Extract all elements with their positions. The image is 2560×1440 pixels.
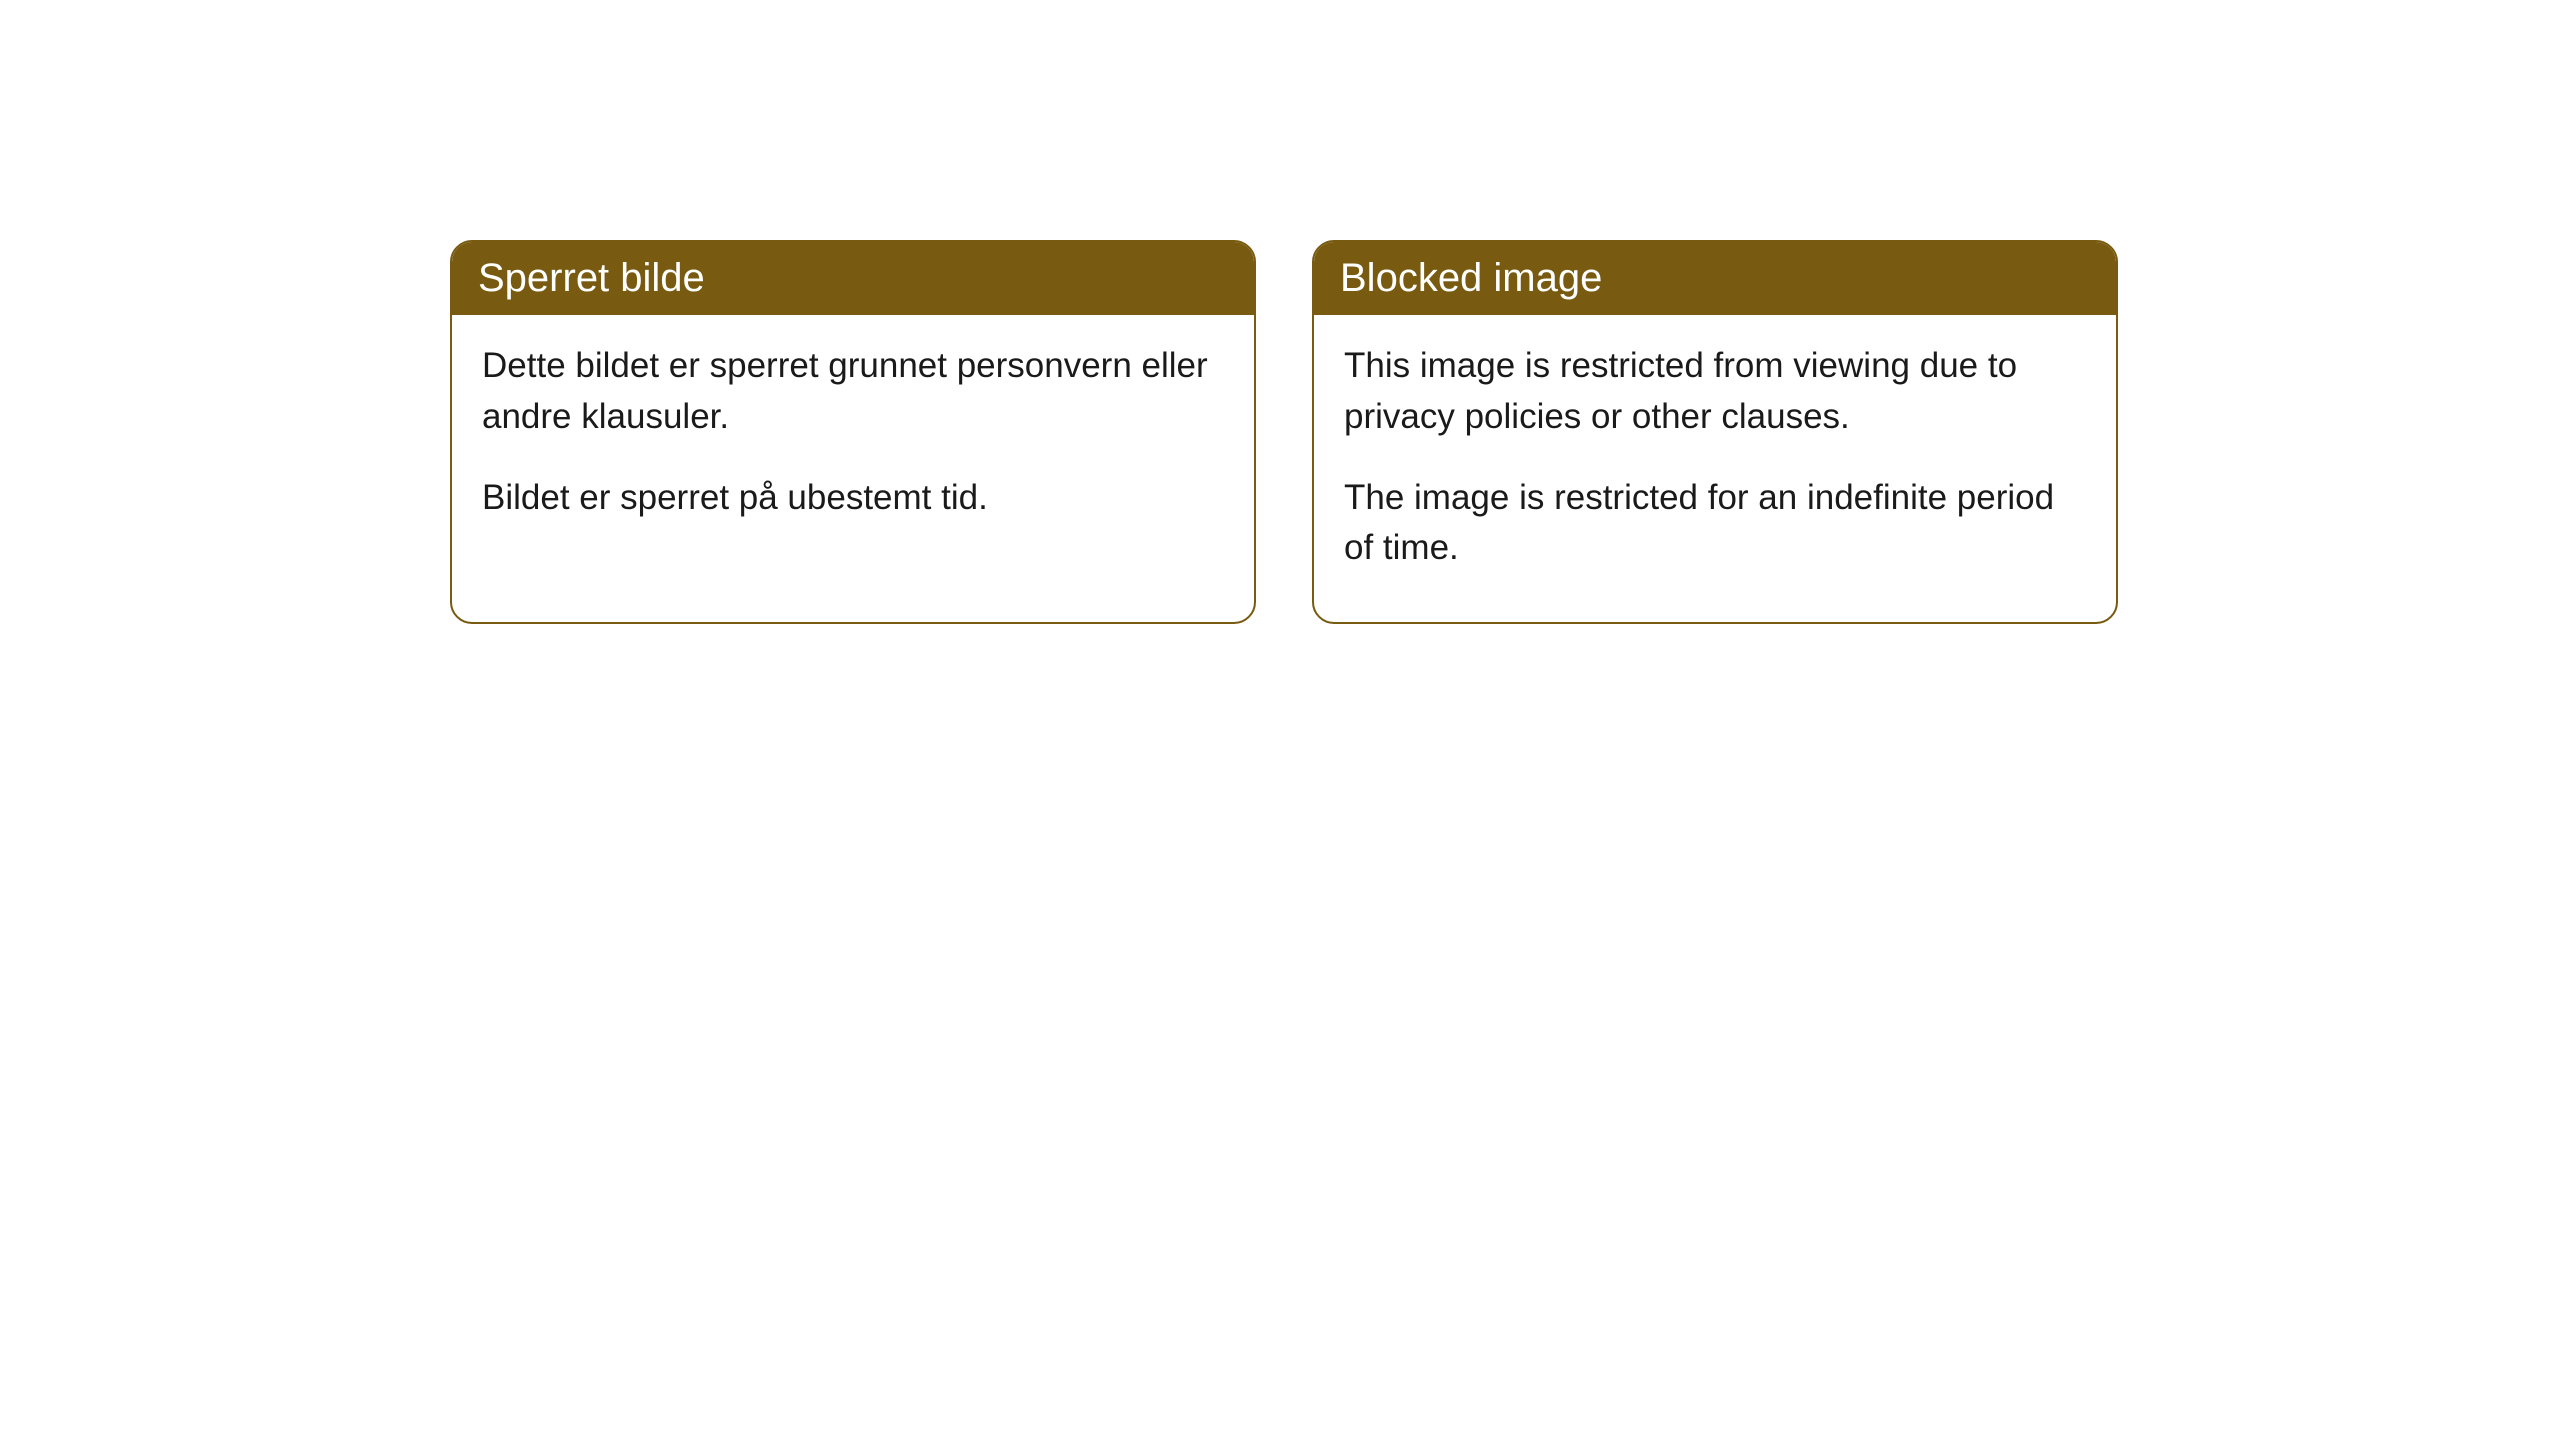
card-body: Dette bildet er sperret grunnet personve…: [452, 315, 1254, 571]
card-title: Blocked image: [1340, 256, 1602, 300]
card-header: Sperret bilde: [452, 242, 1254, 315]
blocked-image-card-english: Blocked image This image is restricted f…: [1312, 240, 2118, 624]
card-paragraph: The image is restricted for an indefinit…: [1344, 473, 2086, 575]
card-paragraph: Bildet er sperret på ubestemt tid.: [482, 473, 1224, 524]
card-paragraph: Dette bildet er sperret grunnet personve…: [482, 341, 1224, 443]
notice-container: Sperret bilde Dette bildet er sperret gr…: [0, 0, 2560, 624]
card-header: Blocked image: [1314, 242, 2116, 315]
card-body: This image is restricted from viewing du…: [1314, 315, 2116, 622]
card-title: Sperret bilde: [478, 256, 705, 300]
card-paragraph: This image is restricted from viewing du…: [1344, 341, 2086, 443]
blocked-image-card-norwegian: Sperret bilde Dette bildet er sperret gr…: [450, 240, 1256, 624]
